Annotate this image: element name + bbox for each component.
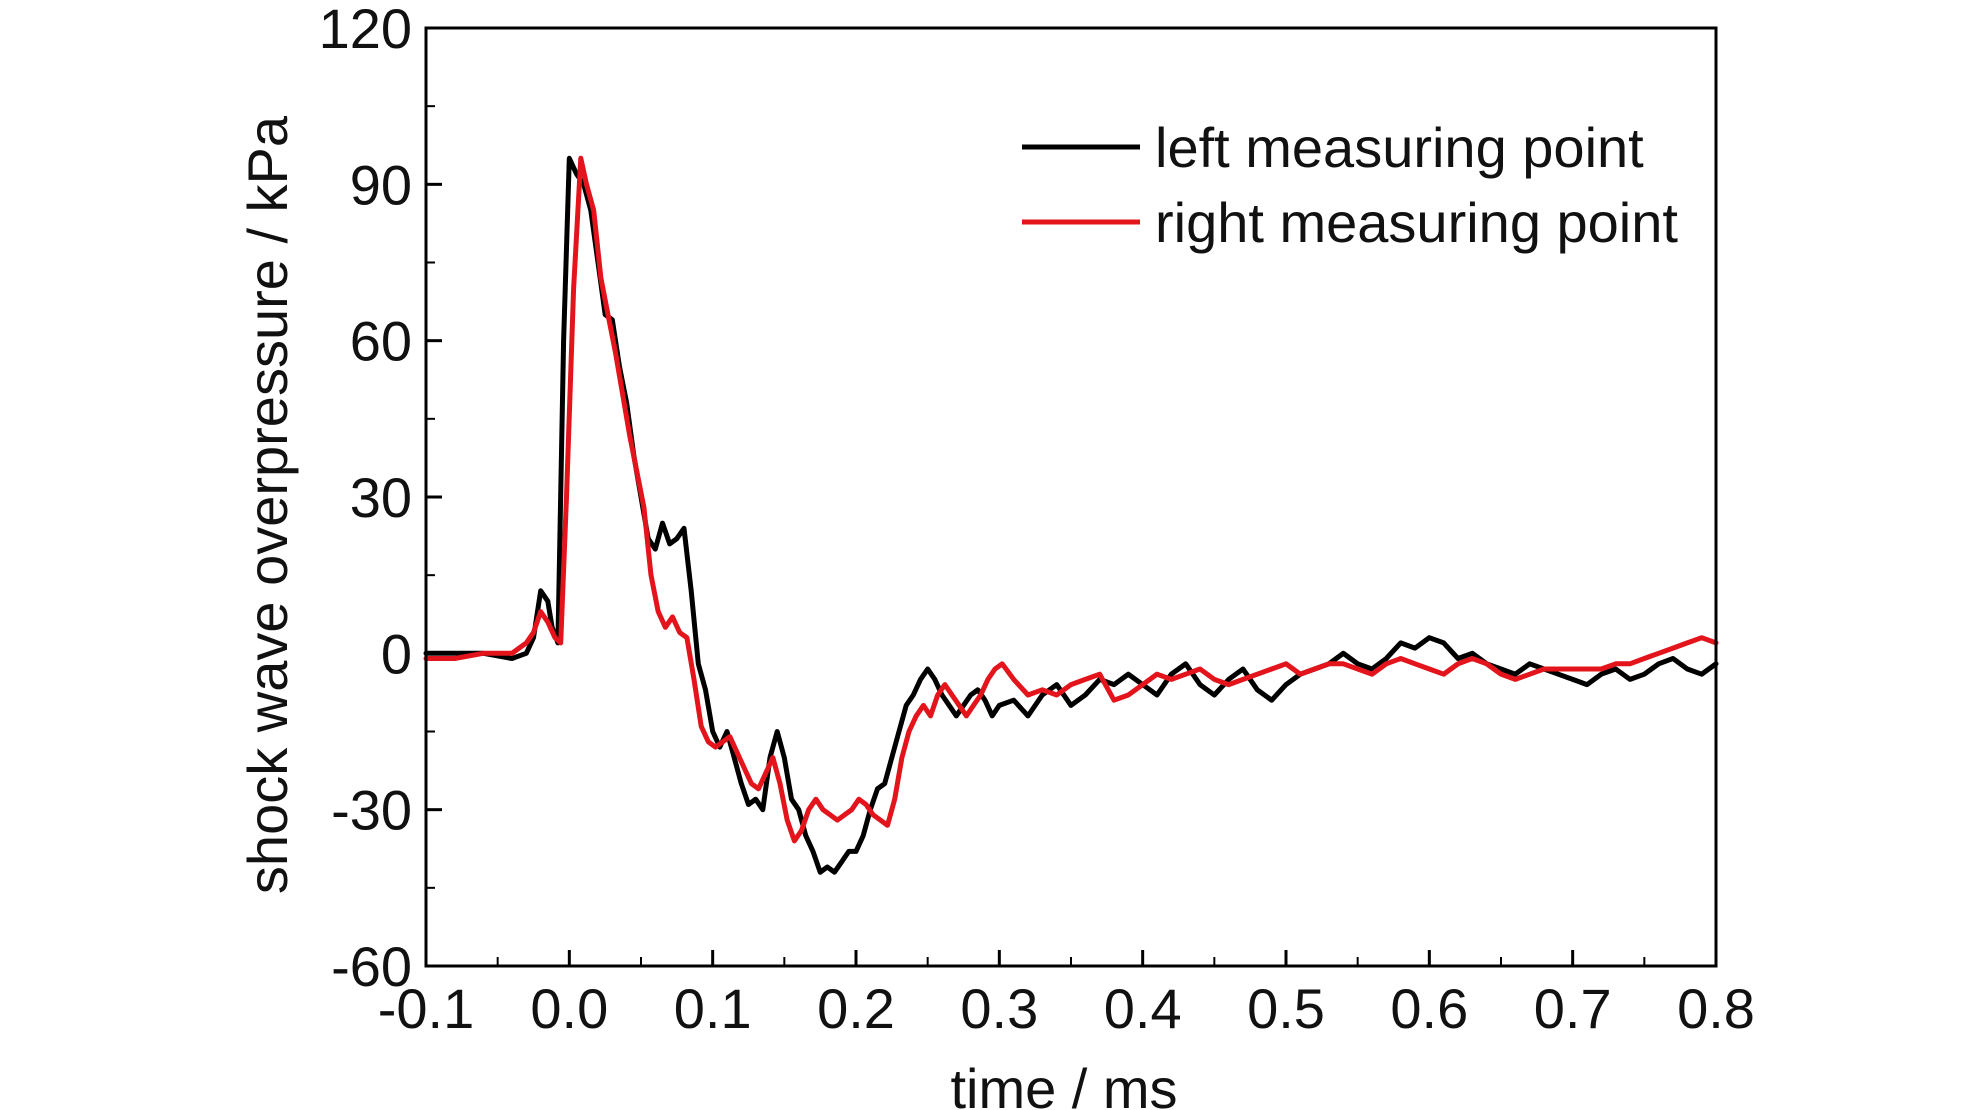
x-tick-label: 0.2 (817, 977, 895, 1040)
legend-label-right: right measuring point (1155, 191, 1678, 254)
x-axis-title: time / ms (950, 1057, 1177, 1110)
y-tick-label: 120 (319, 0, 412, 60)
plot-frame (424, 26, 1718, 968)
x-tick-label: 0.5 (1247, 977, 1325, 1040)
legend: left measuring point right measuring poi… (1022, 116, 1678, 254)
y-tick-label: -60 (331, 935, 412, 998)
y-tick-label: 60 (350, 310, 412, 373)
y-axis-title: shock wave overpressure / kPa (236, 115, 299, 894)
tick-labels-layer: -0.1 0.0 0.1 0.2 0.3 0.4 0.5 0.6 0.7 0.8 -60 -30 0 30… (319, 0, 1755, 1040)
y-tick-label: 90 (350, 153, 412, 216)
x-tick-label: 0.4 (1104, 977, 1182, 1040)
x-tick-label: -0.1 (378, 977, 475, 1040)
series-line-left-measuring-point (423, 155, 1719, 875)
y-tick-label: 30 (350, 466, 412, 529)
series-line-right-measuring-point (423, 155, 1719, 844)
x-tick-label: 0.0 (530, 977, 608, 1040)
x-tick-label: 0.6 (1390, 977, 1468, 1040)
series-layer (423, 155, 1719, 875)
y-tick-label: 0 (381, 622, 412, 685)
x-tick-label: 0.7 (1534, 977, 1612, 1040)
x-tick-label: 0.8 (1677, 977, 1755, 1040)
legend-label-left: left measuring point (1155, 116, 1644, 179)
x-tick-label: 0.3 (960, 977, 1038, 1040)
x-tick-label: 0.1 (674, 977, 752, 1040)
y-tick-label: -30 (331, 779, 412, 842)
